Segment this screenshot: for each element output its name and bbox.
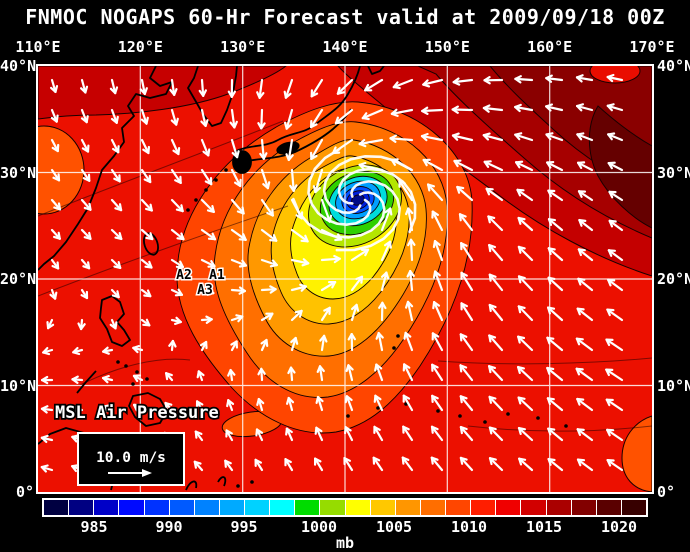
colorbar-tick: 1020	[600, 518, 638, 536]
colorbar-segment	[570, 500, 596, 515]
lat-label-left: 40°N	[0, 57, 37, 75]
lat-label-right: 40°N	[657, 57, 690, 75]
colorbar-segment	[394, 500, 420, 515]
colorbar-segment	[218, 500, 244, 515]
colorbar-segment	[244, 500, 270, 515]
colorbar-tick: 985	[80, 518, 108, 536]
wind-scale-box: 10.0 m/s	[77, 432, 185, 486]
lat-label-left: 30°N	[0, 163, 37, 182]
pressure-colorbar	[42, 498, 648, 517]
lat-label-left: 0°	[15, 483, 34, 501]
typhoon-spiral-streamlines	[292, 148, 417, 252]
wind-scale-label: 10.0 m/s	[96, 450, 166, 466]
lon-label: 110°E	[15, 38, 61, 56]
colorbar-segment	[168, 500, 194, 515]
lon-label: 160°E	[527, 38, 573, 56]
storm-label: A1	[209, 268, 225, 283]
colorbar-unit: mb	[335, 534, 355, 552]
lat-label-left: 10°N	[0, 376, 37, 395]
colorbar-tick: 990	[155, 518, 183, 536]
colorbar-segment	[495, 500, 521, 515]
map-panel: A2 A1 A3 MSL Air Pressure 10.0 m/s	[36, 64, 654, 494]
colorbar-segment	[470, 500, 496, 515]
colorbar-tick: 1000	[300, 518, 338, 536]
lon-label: 170°E	[629, 38, 675, 56]
field-label: MSL Air Pressure	[55, 403, 219, 423]
colorbar-tick: 1005	[375, 518, 413, 536]
colorbar-tick: 995	[230, 518, 258, 536]
storm-label: A3	[197, 283, 213, 298]
colorbar-segment	[118, 500, 144, 515]
colorbar-segment	[620, 500, 646, 515]
lon-label: 150°E	[424, 38, 470, 56]
colorbar-segment	[545, 500, 571, 515]
storm-label: A2	[176, 268, 192, 283]
colorbar-segment	[93, 500, 119, 515]
colorbar-segment	[369, 500, 395, 515]
colorbar-segment	[344, 500, 370, 515]
lat-label-left: 20°N	[0, 270, 37, 288]
isobar-contours	[38, 120, 652, 432]
lon-label: 140°E	[322, 38, 368, 56]
colorbar-segment	[419, 500, 445, 515]
lat-label-right: 10°N	[657, 376, 690, 395]
lon-label: 130°E	[220, 38, 266, 56]
colorbar-segment	[269, 500, 295, 515]
secondary-lows	[38, 125, 652, 492]
colorbar-tick: 1010	[450, 518, 488, 536]
colorbar-segment	[193, 500, 219, 515]
lat-label-right: 0°	[657, 483, 676, 501]
wind-scale-arrow-icon	[108, 469, 152, 477]
wind-vector-arrows	[40, 73, 624, 473]
high-pressure-system-ne	[337, 66, 652, 277]
colorbar-segment	[68, 500, 94, 515]
colorbar-segment	[595, 500, 621, 515]
chart-title: FNMOC NOGAPS 60-Hr Forecast valid at 200…	[25, 5, 665, 29]
colorbar-segment	[294, 500, 320, 515]
colorbar-segment	[319, 500, 345, 515]
colorbar-segment	[143, 500, 169, 515]
lat-label-right: 30°N	[657, 163, 690, 182]
island-dots	[116, 168, 568, 488]
colorbar-segment	[44, 500, 69, 515]
coastlines	[38, 66, 385, 491]
colorbar-segment	[445, 500, 471, 515]
lat-label-right: 20°N	[657, 270, 690, 288]
high-pressure-patch-nw	[38, 66, 287, 120]
colorbar-tick: 1015	[525, 518, 563, 536]
lon-label: 120°E	[117, 38, 163, 56]
colorbar-segment	[520, 500, 546, 515]
